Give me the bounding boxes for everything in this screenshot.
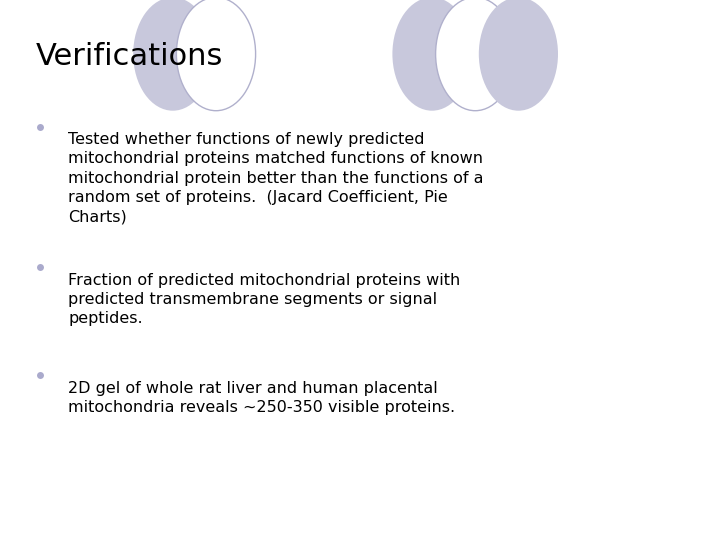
Text: Verifications: Verifications [36,42,223,71]
Text: Tested whether functions of newly predicted
mitochondrial proteins matched funct: Tested whether functions of newly predic… [68,132,484,224]
Ellipse shape [436,0,515,111]
Ellipse shape [176,0,256,111]
Ellipse shape [479,0,558,111]
Ellipse shape [133,0,212,111]
Text: 2D gel of whole rat liver and human placental
mitochondria reveals ~250-350 visi: 2D gel of whole rat liver and human plac… [68,381,456,415]
Ellipse shape [392,0,472,111]
Text: Fraction of predicted mitochondrial proteins with
predicted transmembrane segmen: Fraction of predicted mitochondrial prot… [68,273,461,326]
